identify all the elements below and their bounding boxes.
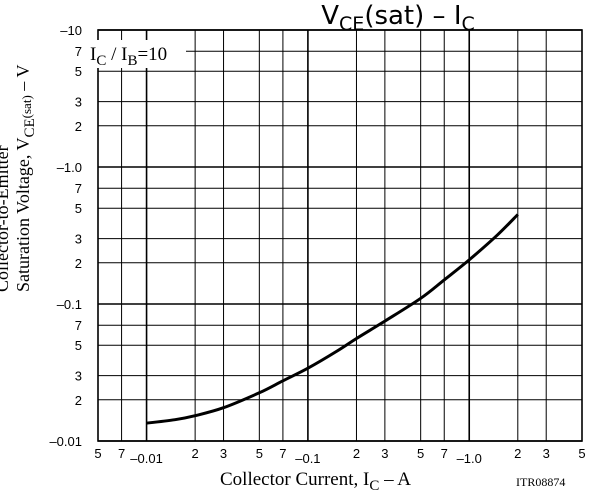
x-tick-label: 5: [417, 446, 424, 461]
y-tick-label: 2: [75, 393, 82, 408]
y-axis-label-line2: Saturation Voltage, VCE(sat) – V: [13, 65, 38, 292]
ic-ib-annotation: IC / IB=10: [90, 44, 167, 69]
y-tick-label: 7: [75, 44, 82, 59]
chart-title: VCE(sat) – IC: [321, 1, 475, 35]
y-tick-label: –0.1: [57, 297, 82, 312]
y-tick-label: 2: [75, 119, 82, 134]
x-tick-label: 3: [543, 446, 550, 461]
y-tick-label: 5: [75, 201, 82, 216]
y-tick-label: –0.01: [49, 434, 82, 449]
series-curves: [146, 213, 519, 425]
x-tick-label: –0.01: [130, 451, 163, 466]
y-tick-label: 7: [75, 181, 82, 196]
x-tick-label: 3: [381, 446, 388, 461]
annotation-background: [86, 40, 186, 68]
plot-frame: [97, 29, 583, 442]
x-tick-labels: 5 7 –0.01 2 3 5 7 –0.1 2 3 5 7 –1.0 2 3 5: [94, 446, 585, 466]
x-axis-label: Collector Current, IC – A: [220, 469, 411, 494]
x-tick-label: 7: [279, 446, 286, 461]
x-tick-label: 2: [514, 446, 521, 461]
y-axis-label: Collector-to-Emitter Saturation Voltage,…: [0, 65, 38, 292]
y-tick-label: 3: [75, 95, 82, 110]
y-tick-label: –1.0: [57, 160, 82, 175]
y-tick-labels: –10 7 5 3 2 –1.0 7 5 3 2 –0.1 7 5 3 2 –0.01: [49, 23, 82, 449]
x-tick-label: 2: [353, 446, 360, 461]
x-tick-label: 3: [220, 446, 227, 461]
y-tick-label: 5: [75, 338, 82, 353]
grid-lines: [97, 29, 583, 442]
y-axis-label-line1: Collector-to-Emitter: [0, 145, 12, 292]
x-tick-label: –0.1: [295, 451, 320, 466]
x-tick-label: 7: [118, 446, 125, 461]
x-tick-label: 5: [94, 446, 101, 461]
y-tick-label: 5: [75, 64, 82, 79]
figure-id: ITR08874: [516, 475, 565, 489]
vce-sat-curve-0: [146, 213, 519, 425]
x-tick-label: 5: [256, 446, 263, 461]
y-tick-label: –10: [60, 23, 82, 38]
plot-border: [97, 29, 583, 442]
x-tick-label: 5: [578, 446, 585, 461]
x-tick-label: 7: [441, 446, 448, 461]
x-tick-label: 2: [192, 446, 199, 461]
y-tick-label: 2: [75, 256, 82, 271]
y-tick-label: 3: [75, 232, 82, 247]
y-axis-label-sat: (sat): [19, 95, 34, 118]
y-tick-label: 3: [75, 369, 82, 384]
y-tick-label: 7: [75, 318, 82, 333]
x-tick-label: –1.0: [457, 451, 482, 466]
